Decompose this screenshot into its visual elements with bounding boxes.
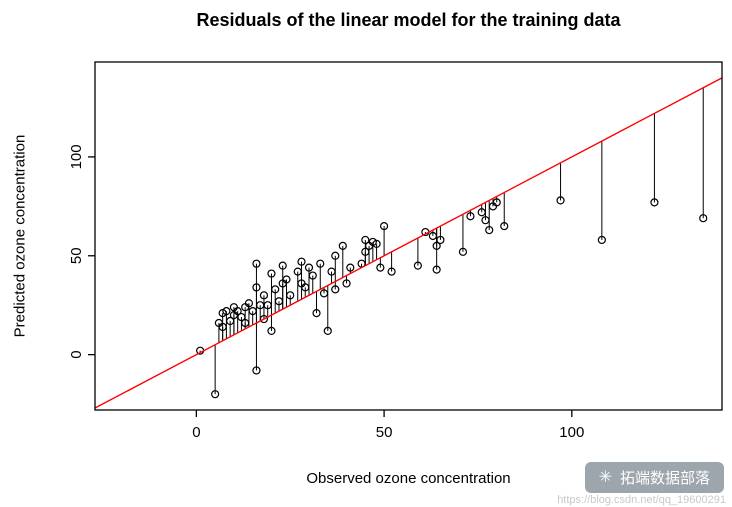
data-point (342, 279, 351, 288)
x-tick-label: 0 (192, 424, 200, 441)
data-point (312, 309, 321, 318)
data-point (432, 265, 441, 274)
data-point (233, 307, 242, 316)
data-point (301, 283, 310, 292)
data-point (432, 241, 441, 250)
data-point (297, 257, 306, 266)
data-point (466, 212, 475, 221)
y-tick-label: 50 (68, 247, 85, 264)
data-point (293, 267, 302, 276)
data-point (237, 312, 246, 322)
data-point (226, 316, 235, 326)
data-point (597, 235, 606, 245)
data-point (372, 239, 381, 249)
y-tick-label: 100 (68, 144, 85, 169)
data-point (331, 285, 340, 294)
data-point (252, 259, 261, 268)
data-point (319, 289, 329, 298)
y-axis-label: Predicted ozone concentration (11, 134, 29, 338)
watermark-logo-icon: ✳ (598, 468, 612, 486)
data-point (481, 216, 490, 225)
data-point (259, 291, 269, 300)
y-tick-label: 0 (68, 350, 85, 358)
data-point (477, 208, 486, 217)
data-point (222, 307, 231, 316)
data-point (327, 267, 336, 276)
watermark-text: 拓端数据部落 (619, 470, 710, 487)
x-tick-label: 100 (559, 424, 584, 441)
data-point (361, 235, 370, 245)
data-point (274, 297, 284, 306)
data-point (346, 263, 355, 272)
data-point (267, 269, 276, 278)
watermark-badge: ✳ 拓端数据部落 (584, 462, 724, 493)
data-point (650, 198, 659, 207)
data-point (218, 322, 227, 332)
data-point (244, 299, 254, 308)
data-point (338, 241, 347, 250)
data-point (241, 318, 250, 328)
x-axis-label: Observed ozone concentration (306, 470, 511, 487)
data-point (323, 326, 332, 336)
data-point (331, 251, 340, 260)
identity-line (94, 77, 723, 409)
data-point (252, 283, 261, 292)
data-point (271, 285, 280, 294)
data-point (458, 247, 468, 256)
data-point (379, 222, 389, 231)
data-point (492, 198, 501, 207)
data-point (436, 235, 445, 245)
data-point (316, 259, 325, 268)
data-point (252, 366, 261, 375)
data-point (263, 301, 272, 310)
data-point (304, 263, 314, 272)
data-point (376, 263, 385, 272)
data-point (211, 390, 220, 399)
plot-border (94, 61, 723, 411)
data-point (500, 222, 509, 231)
data-point (308, 271, 317, 280)
data-point (413, 261, 422, 270)
data-point (428, 231, 438, 241)
data-point (267, 326, 276, 336)
data-point (259, 314, 269, 324)
data-point (361, 247, 370, 256)
data-point (699, 214, 708, 223)
chart-title: Residuals of the linear model for the tr… (196, 10, 621, 30)
data-point (387, 267, 396, 276)
data-point (278, 261, 287, 270)
data-point (282, 275, 291, 284)
data-point (286, 291, 295, 300)
data-point (556, 196, 565, 205)
watermark-url: https://blog.csdn.net/qq_19600291 (557, 494, 726, 506)
data-point (485, 225, 494, 235)
x-tick-label: 50 (376, 424, 393, 441)
data-point (248, 307, 257, 316)
